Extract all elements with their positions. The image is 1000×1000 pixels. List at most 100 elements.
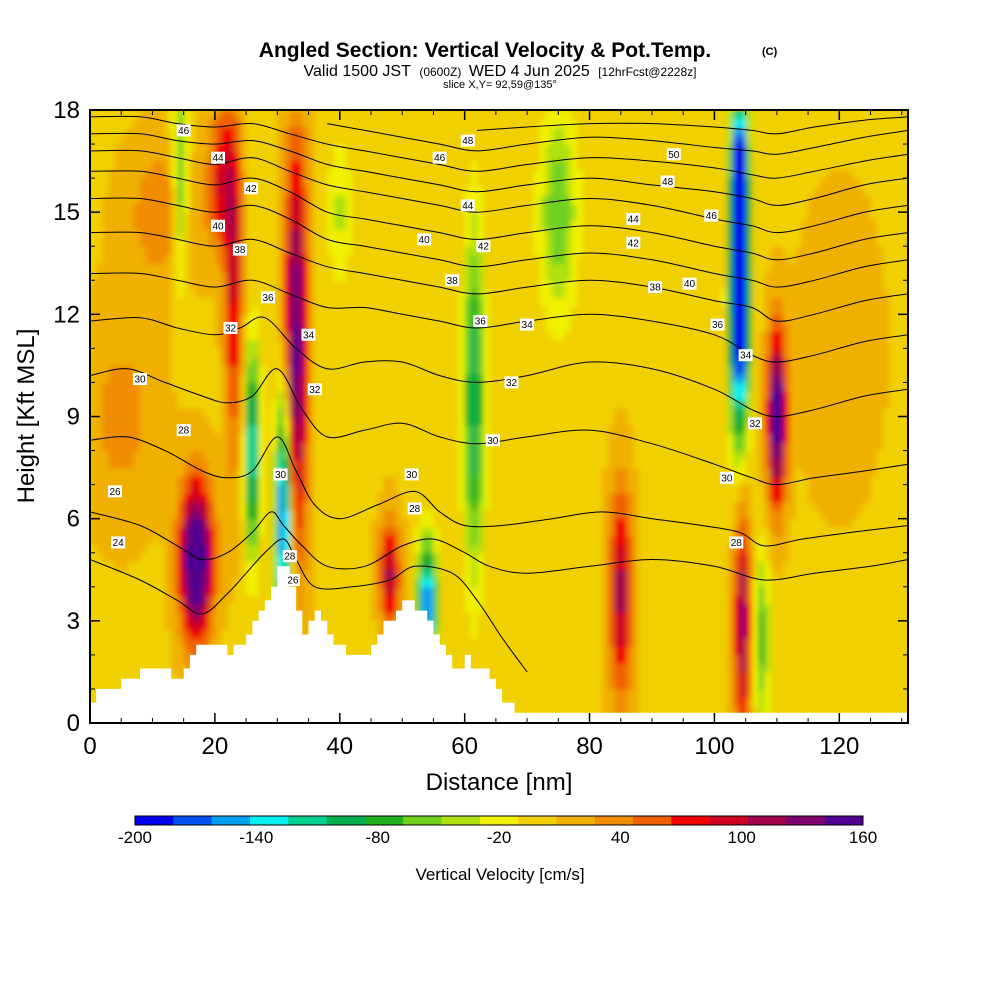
velocity-cell bbox=[164, 663, 172, 673]
velocity-cell bbox=[458, 348, 466, 358]
velocity-cell bbox=[296, 195, 303, 205]
velocity-cell bbox=[346, 390, 353, 401]
velocity-cell bbox=[389, 476, 397, 486]
velocity-cell bbox=[445, 459, 453, 469]
velocity-cell bbox=[314, 433, 322, 443]
velocity-cell bbox=[127, 390, 135, 401]
velocity-cell bbox=[233, 348, 241, 358]
velocity-cell bbox=[489, 586, 497, 596]
velocity-cell bbox=[489, 476, 497, 486]
velocity-cell bbox=[321, 518, 328, 528]
velocity-cell bbox=[321, 586, 328, 596]
velocity-cell bbox=[395, 382, 403, 392]
velocity-cell bbox=[408, 305, 416, 315]
velocity-cell bbox=[202, 416, 210, 426]
velocity-cell bbox=[208, 161, 216, 171]
velocity-cell bbox=[277, 331, 285, 341]
velocity-cell bbox=[352, 195, 360, 205]
velocity-cell bbox=[339, 365, 347, 375]
velocity-cell bbox=[445, 169, 453, 179]
velocity-cell bbox=[121, 186, 129, 196]
velocity-cell bbox=[321, 459, 328, 469]
velocity-cell bbox=[383, 535, 391, 545]
velocity-cell bbox=[433, 212, 441, 222]
velocity-cell bbox=[264, 331, 272, 341]
velocity-cell bbox=[395, 314, 403, 324]
velocity-cell bbox=[389, 331, 397, 341]
velocity-cell bbox=[389, 399, 397, 409]
velocity-cell bbox=[102, 416, 110, 426]
velocity-cell bbox=[289, 110, 297, 120]
velocity-cell bbox=[377, 365, 385, 375]
velocity-cell bbox=[508, 595, 516, 605]
velocity-cell bbox=[314, 331, 322, 341]
velocity-cell bbox=[133, 442, 141, 452]
velocity-cell bbox=[258, 373, 266, 384]
velocity-cell bbox=[196, 220, 203, 230]
velocity-cell bbox=[483, 527, 491, 537]
velocity-cell bbox=[264, 535, 272, 545]
velocity-cell bbox=[133, 127, 141, 137]
velocity-cell bbox=[433, 186, 441, 196]
velocity-cell bbox=[296, 212, 303, 222]
velocity-cell bbox=[489, 110, 497, 120]
velocity-cell bbox=[233, 254, 241, 264]
velocity-cell bbox=[289, 280, 297, 290]
velocity-cell bbox=[370, 595, 378, 605]
velocity-cell bbox=[189, 229, 197, 239]
velocity-cell bbox=[90, 552, 97, 562]
velocity-cell bbox=[420, 152, 428, 162]
velocity-cell bbox=[483, 484, 491, 494]
velocity-cell bbox=[402, 288, 410, 298]
velocity-cell bbox=[233, 297, 241, 307]
velocity-cell bbox=[96, 578, 104, 588]
velocity-cell bbox=[414, 110, 422, 120]
velocity-cell bbox=[470, 382, 478, 392]
velocity-cell bbox=[96, 144, 104, 154]
velocity-cell bbox=[264, 501, 272, 511]
velocity-cell bbox=[183, 271, 191, 281]
velocity-cell bbox=[439, 220, 447, 230]
velocity-cell bbox=[121, 501, 129, 511]
velocity-cell bbox=[327, 220, 335, 230]
velocity-cell bbox=[395, 178, 403, 188]
velocity-cell bbox=[164, 118, 172, 128]
velocity-cell bbox=[364, 339, 372, 349]
velocity-cell bbox=[183, 288, 191, 298]
velocity-cell bbox=[402, 365, 410, 375]
velocity-cell bbox=[202, 365, 210, 375]
velocity-cell bbox=[139, 603, 147, 613]
velocity-cell bbox=[483, 620, 491, 630]
velocity-cell bbox=[264, 407, 272, 418]
velocity-cell bbox=[264, 254, 272, 264]
velocity-cell bbox=[420, 603, 428, 613]
velocity-cell bbox=[308, 510, 316, 520]
velocity-cell bbox=[395, 322, 403, 332]
velocity-cell bbox=[477, 535, 484, 545]
velocity-cell bbox=[489, 501, 497, 511]
velocity-cell bbox=[458, 595, 466, 605]
velocity-cell bbox=[308, 373, 316, 384]
velocity-cell bbox=[383, 442, 391, 452]
velocity-cell bbox=[346, 407, 353, 418]
velocity-cell bbox=[364, 637, 372, 647]
velocity-cell bbox=[183, 373, 191, 384]
velocity-cell bbox=[402, 510, 410, 520]
velocity-cell bbox=[414, 476, 422, 486]
velocity-cell bbox=[520, 620, 528, 630]
velocity-cell bbox=[452, 152, 460, 162]
velocity-cell bbox=[508, 203, 516, 213]
velocity-cell bbox=[439, 186, 447, 196]
velocity-cell bbox=[258, 407, 266, 418]
velocity-cell bbox=[246, 501, 253, 511]
velocity-cell bbox=[196, 561, 203, 571]
velocity-cell bbox=[346, 118, 353, 128]
velocity-cell bbox=[383, 178, 391, 188]
velocity-cell bbox=[452, 339, 460, 349]
velocity-cell bbox=[302, 382, 310, 392]
velocity-cell bbox=[314, 186, 322, 196]
velocity-cell bbox=[90, 399, 97, 409]
velocity-cell bbox=[152, 637, 160, 647]
velocity-cell bbox=[464, 144, 472, 154]
velocity-cell bbox=[283, 110, 291, 120]
